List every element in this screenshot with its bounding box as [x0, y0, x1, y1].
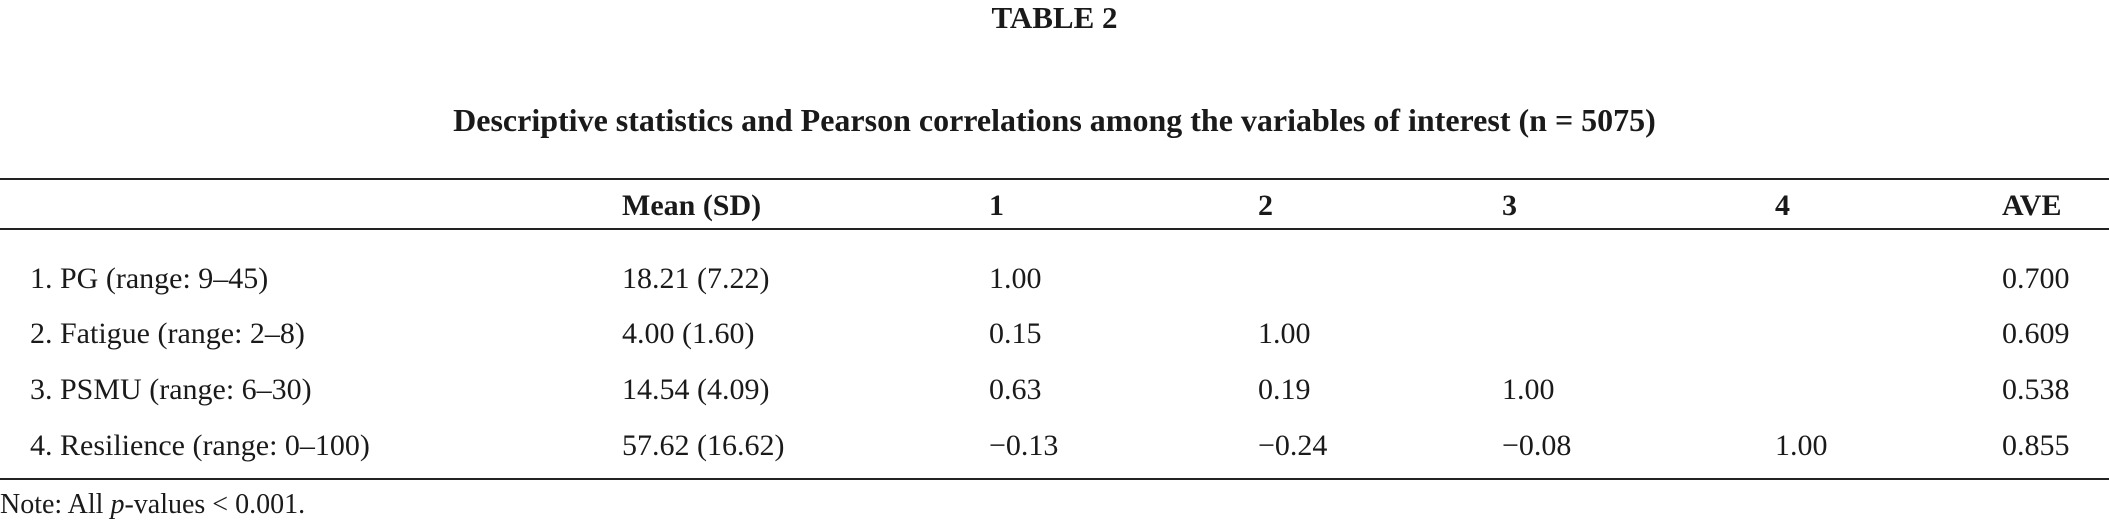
- row-2-variable: 2. Fatigue (range: 2–8): [30, 317, 305, 350]
- row-4-mean-sd: 57.62 (16.62): [622, 429, 785, 462]
- row-2-corr-1: 0.15: [989, 317, 1042, 350]
- row-3-corr-2: 0.19: [1258, 373, 1311, 406]
- row-4-corr-3: −0.08: [1502, 429, 1572, 462]
- row-4-corr-4: 1.00: [1775, 429, 1828, 462]
- header-mean-sd: Mean (SD): [622, 189, 762, 222]
- row-3-variable: 3. PSMU (range: 6–30): [30, 373, 312, 406]
- row-4-corr-1: −0.13: [989, 429, 1059, 462]
- row-3-corr-1: 0.63: [989, 373, 1042, 406]
- row-1-ave: 0.700: [2002, 262, 2070, 295]
- header-ave: AVE: [2002, 189, 2062, 222]
- row-2-corr-2: 1.00: [1258, 317, 1311, 350]
- table-header-rule: [0, 228, 2109, 230]
- table-bottom-rule: [0, 478, 2109, 480]
- row-1-mean-sd: 18.21 (7.22): [622, 262, 770, 295]
- header-col-4: 4: [1775, 189, 1790, 222]
- row-3-corr-3: 1.00: [1502, 373, 1555, 406]
- header-col-2: 2: [1258, 189, 1273, 222]
- row-4-corr-2: −0.24: [1258, 429, 1328, 462]
- row-2-ave: 0.609: [2002, 317, 2070, 350]
- row-4-ave: 0.855: [2002, 429, 2070, 462]
- note-prefix: Note: All: [0, 489, 111, 520]
- row-1-corr-1: 1.00: [989, 262, 1042, 295]
- table-caption: Descriptive statistics and Pearson corre…: [453, 102, 1656, 138]
- note-p-symbol: p: [110, 489, 125, 520]
- row-1-variable: 1. PG (range: 9–45): [30, 262, 269, 295]
- table-note: Note: All p-values < 0.001.: [0, 488, 305, 522]
- note-suffix: -values < 0.001.: [124, 489, 306, 520]
- row-3-ave: 0.538: [2002, 373, 2070, 406]
- row-3-mean-sd: 14.54 (4.09): [622, 373, 770, 406]
- row-2-mean-sd: 4.00 (1.60): [622, 317, 755, 350]
- table-top-rule: [0, 178, 2109, 180]
- row-4-variable: 4. Resilience (range: 0–100): [30, 429, 370, 462]
- table-label: TABLE 2: [991, 0, 1118, 35]
- header-col-3: 3: [1502, 189, 1517, 222]
- header-col-1: 1: [989, 189, 1004, 222]
